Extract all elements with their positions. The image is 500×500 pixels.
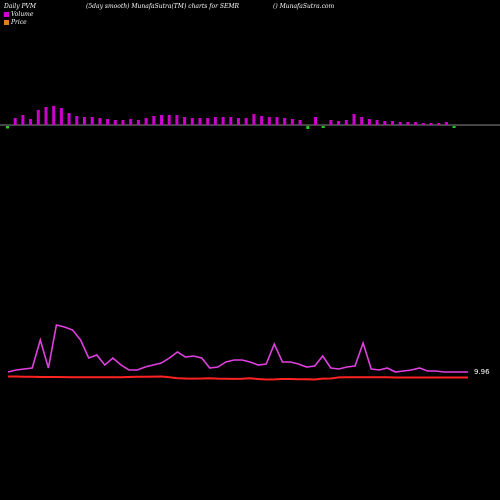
volume-bar [190, 118, 194, 125]
volume-bar [183, 117, 187, 125]
legend-price: Price [4, 19, 27, 26]
legend-volume-label: Volume [11, 11, 34, 18]
volume-bar [67, 113, 71, 125]
volume-bar [283, 118, 287, 125]
volume-bar [13, 118, 17, 125]
volume-bar [113, 120, 117, 125]
volume-bar [167, 115, 171, 125]
volume-bar [244, 118, 248, 125]
volume-bar [52, 106, 56, 125]
chart-title-left: Daily PVM [4, 3, 37, 10]
volume-bar [83, 117, 86, 125]
volume-bar [367, 119, 371, 125]
volume-bar [337, 121, 341, 125]
legend-volume: Volume [4, 11, 33, 18]
volume-bar [321, 126, 325, 128]
volume-bar [298, 120, 302, 125]
volume-bar [229, 117, 233, 125]
volume-bar [6, 126, 9, 129]
price-tick-label: 9.96 [474, 368, 490, 376]
volume-bar [260, 116, 264, 125]
volume-bar [237, 118, 240, 125]
legend-volume-swatch [4, 12, 9, 17]
volume-bar [59, 108, 63, 125]
volume-bar [98, 118, 102, 125]
volume-bar [29, 119, 33, 125]
volume-bar [75, 116, 79, 125]
volume-bars [6, 106, 456, 129]
volume-bar [221, 117, 225, 125]
volume-bar [121, 120, 125, 125]
volume-bar [314, 117, 317, 125]
volume-bar [398, 122, 402, 125]
volume-bar [206, 118, 210, 125]
volume-bar [444, 122, 448, 125]
volume-bar [352, 114, 356, 125]
volume-bar [275, 117, 279, 125]
volume-bar [213, 117, 217, 125]
volume-bar [375, 120, 379, 125]
volume-bar [360, 117, 364, 125]
volume-bar [267, 117, 271, 125]
volume-bar [306, 126, 310, 129]
volume-bar [36, 110, 40, 125]
volume-bar [44, 107, 48, 125]
volume-bar [152, 116, 156, 125]
volume-bar [136, 120, 140, 125]
price-line [8, 375, 468, 381]
volume-bar [90, 117, 94, 125]
volume-bar [144, 118, 148, 125]
volume-bar [252, 114, 256, 125]
volume-bar [290, 119, 294, 125]
site-credit: () MunafaSutra.com [273, 3, 335, 10]
volume-bar [329, 120, 333, 125]
volume-bar [406, 122, 410, 125]
volume-bar [414, 122, 418, 125]
volume-bar [198, 118, 202, 125]
volume-bar [421, 123, 425, 125]
volume-bar [344, 120, 348, 125]
pvm-line [7, 324, 468, 373]
legend-price-swatch [4, 20, 9, 25]
volume-bar [129, 119, 133, 125]
volume-bar [391, 121, 394, 125]
volume-bar [437, 123, 441, 125]
volume-bar [452, 126, 456, 128]
volume-bar [21, 115, 25, 125]
volume-bar [106, 119, 110, 125]
volume-bar [383, 121, 387, 125]
volume-bar [429, 123, 433, 125]
volume-bar [175, 115, 179, 125]
chart-title: (5day smooth) MunafaSutra(TM) charts for… [86, 3, 240, 10]
volume-bar [160, 115, 163, 125]
legend-price-label: Price [11, 19, 27, 26]
